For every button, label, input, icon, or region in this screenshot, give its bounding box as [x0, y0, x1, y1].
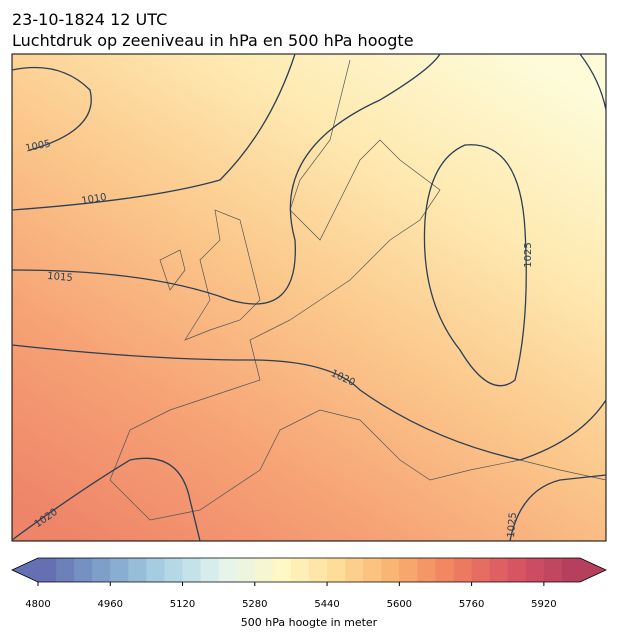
colorbar-tick-label: 5280	[242, 599, 267, 610]
colorbar-tick-label: 4960	[98, 599, 123, 610]
colorbar-segment	[110, 558, 129, 582]
title: 23-10-1824 12 UTC	[12, 10, 167, 29]
isobar	[11, 53, 441, 305]
colorbar-segment	[128, 558, 147, 582]
colorbar-segment	[236, 558, 256, 582]
colorbar-segment	[38, 558, 57, 582]
colorbar-tick-label: 5920	[531, 599, 556, 610]
colorbar-tick-label: 5440	[314, 599, 339, 610]
colorbar-segment	[471, 558, 491, 582]
colorbar-segment	[182, 558, 202, 582]
contour-label: 1005	[25, 138, 52, 154]
colorbar-segment	[327, 558, 346, 582]
isobar	[11, 53, 296, 211]
colorbar-segment	[254, 558, 274, 582]
colorbar-segment	[525, 558, 545, 582]
colorbar-tick-label: 5760	[459, 599, 484, 610]
colorbar-segment	[200, 558, 220, 582]
colorbar-segment	[309, 558, 328, 582]
subtitle: Luchtdruk op zeeniveau in hPa en 500 hPa…	[12, 31, 414, 50]
colorbar-segment	[489, 558, 509, 582]
colorbar-segment	[290, 558, 310, 582]
colorbar-tick-label: 4800	[25, 599, 50, 610]
colorbar-segment	[363, 558, 382, 582]
colorbar-segment	[146, 558, 165, 582]
colorbar-segment	[92, 558, 111, 582]
colorbar-extend-high	[580, 558, 606, 582]
colorbar-segment	[543, 558, 563, 582]
contour-label: 1015	[47, 271, 73, 284]
isobar	[11, 66, 92, 151]
isobar	[423, 144, 527, 387]
colorbar-segment	[272, 558, 292, 582]
contour-label: 1010	[81, 192, 108, 207]
contour-label: 1025	[523, 242, 534, 267]
colorbar-segment	[435, 558, 455, 582]
colorbar-segment	[417, 558, 436, 582]
colorbar-tick-label: 5600	[387, 599, 412, 610]
isobar	[11, 457, 201, 542]
map-frame	[11, 53, 607, 542]
colorbar-segment	[164, 558, 184, 582]
map	[11, 53, 607, 542]
colorbar-segment	[453, 558, 473, 582]
isobar	[579, 53, 607, 111]
colorbar-label: 500 hPa hoogte in meter	[241, 616, 378, 629]
colorbar-tick-label: 5120	[170, 599, 195, 610]
colorbar-segment	[345, 558, 364, 582]
colorbar-segment	[507, 558, 527, 582]
colorbar-segment	[381, 558, 400, 582]
colorbar-segment	[74, 558, 93, 582]
isobar	[11, 344, 607, 461]
contour-label: 1025	[506, 512, 519, 538]
colorbar-segment	[561, 558, 581, 582]
isobar	[509, 474, 607, 542]
colorbar-segment	[218, 558, 238, 582]
colorbar-extend-low	[12, 558, 38, 582]
colorbar-segment	[399, 558, 418, 582]
colorbar: 4800 4960 5120 5280 5440 5600 5760 5920	[11, 557, 607, 610]
colorbar-segment	[56, 558, 75, 582]
